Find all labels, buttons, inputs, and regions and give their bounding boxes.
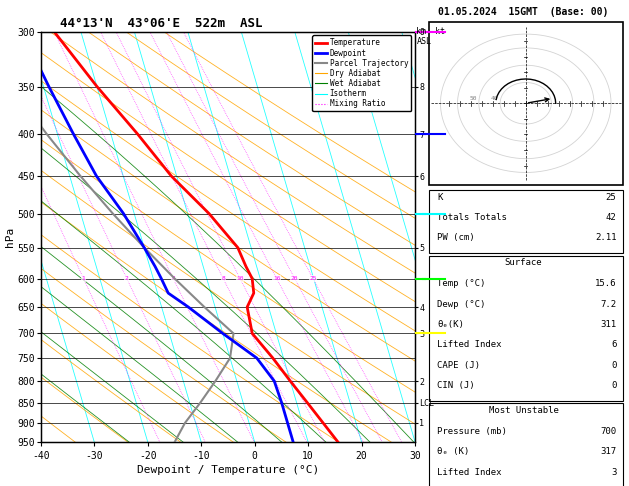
Y-axis label: hPa: hPa: [5, 227, 15, 247]
Text: 44°13'N  43°06'E  522m  ASL: 44°13'N 43°06'E 522m ASL: [60, 17, 262, 31]
Text: 8: 8: [221, 276, 225, 281]
Text: PW (cm): PW (cm): [437, 233, 475, 243]
Text: CIN (J): CIN (J): [437, 381, 475, 390]
Text: 40: 40: [491, 96, 498, 101]
Text: Lifted Index: Lifted Index: [437, 468, 502, 477]
Text: km
ASL: km ASL: [416, 27, 431, 46]
Text: Most Unstable: Most Unstable: [489, 406, 559, 415]
Text: 50: 50: [469, 96, 477, 101]
Text: 6: 6: [611, 340, 616, 349]
Text: Totals Totals: Totals Totals: [437, 213, 507, 222]
Text: Surface: Surface: [505, 258, 542, 267]
Text: 3: 3: [611, 468, 616, 477]
Text: 2: 2: [125, 276, 129, 281]
Text: θₑ (K): θₑ (K): [437, 447, 469, 456]
Text: 2.11: 2.11: [595, 233, 616, 243]
Text: 01.05.2024  15GMT  (Base: 00): 01.05.2024 15GMT (Base: 00): [438, 7, 609, 17]
Text: 1: 1: [82, 276, 86, 281]
Text: 20: 20: [291, 276, 298, 281]
Text: 0: 0: [611, 381, 616, 390]
Text: Lifted Index: Lifted Index: [437, 340, 502, 349]
Bar: [429, 190, 623, 253]
Text: 0: 0: [611, 361, 616, 370]
Text: K: K: [437, 192, 443, 202]
Text: Temp (°C): Temp (°C): [437, 279, 486, 288]
Legend: Temperature, Dewpoint, Parcel Trajectory, Dry Adiabat, Wet Adiabat, Isotherm, Mi: Temperature, Dewpoint, Parcel Trajectory…: [312, 35, 411, 111]
Text: 700: 700: [600, 427, 616, 436]
X-axis label: Dewpoint / Temperature (°C): Dewpoint / Temperature (°C): [137, 466, 319, 475]
Bar: [429, 22, 623, 185]
Text: 15.6: 15.6: [595, 279, 616, 288]
Bar: [429, 403, 623, 486]
Text: 311: 311: [600, 320, 616, 329]
Text: Pressure (mb): Pressure (mb): [437, 427, 507, 436]
Text: Dewp (°C): Dewp (°C): [437, 299, 486, 309]
Text: 42: 42: [606, 213, 616, 222]
Text: 4: 4: [171, 276, 175, 281]
Bar: [429, 256, 623, 401]
Text: 16: 16: [273, 276, 281, 281]
Text: θₑ(K): θₑ(K): [437, 320, 464, 329]
Text: 10: 10: [237, 276, 244, 281]
Text: kt: kt: [435, 27, 445, 36]
Text: CAPE (J): CAPE (J): [437, 361, 481, 370]
Text: 317: 317: [600, 447, 616, 456]
Text: 7.2: 7.2: [600, 299, 616, 309]
Text: 25: 25: [606, 192, 616, 202]
Text: © weatheronline.co.uk: © weatheronline.co.uk: [475, 471, 572, 480]
Text: 25: 25: [309, 276, 317, 281]
